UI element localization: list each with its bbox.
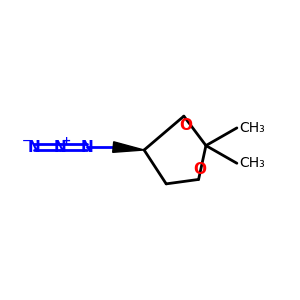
Text: CH₃: CH₃: [239, 121, 265, 135]
Text: −: −: [22, 136, 31, 146]
Polygon shape: [113, 142, 144, 152]
Text: N: N: [54, 140, 67, 154]
Text: N: N: [27, 140, 40, 154]
Text: N: N: [80, 140, 93, 154]
Text: CH₃: CH₃: [239, 156, 265, 170]
Text: +: +: [62, 136, 71, 146]
Text: O: O: [179, 118, 192, 134]
Text: O: O: [194, 162, 207, 177]
